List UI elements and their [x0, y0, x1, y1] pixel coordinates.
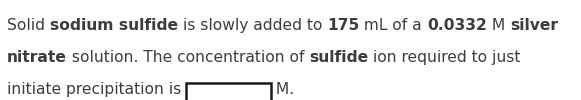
Text: sodium sulfide: sodium sulfide: [50, 18, 178, 33]
Text: M.: M.: [271, 82, 294, 97]
Text: sulfide: sulfide: [309, 50, 368, 65]
Text: ion required to just: ion required to just: [368, 50, 521, 65]
Text: Solid: Solid: [7, 18, 50, 33]
Text: 0.0332: 0.0332: [427, 18, 487, 33]
Text: silver: silver: [510, 18, 558, 33]
Text: solution. The concentration of: solution. The concentration of: [67, 50, 309, 65]
Text: mL of a: mL of a: [360, 18, 427, 33]
Text: is slowly added to: is slowly added to: [178, 18, 327, 33]
Text: nitrate: nitrate: [7, 50, 67, 65]
Bar: [186, 83, 271, 100]
Text: 175: 175: [327, 18, 360, 33]
Text: initiate precipitation is: initiate precipitation is: [7, 82, 186, 97]
Text: M: M: [487, 18, 510, 33]
